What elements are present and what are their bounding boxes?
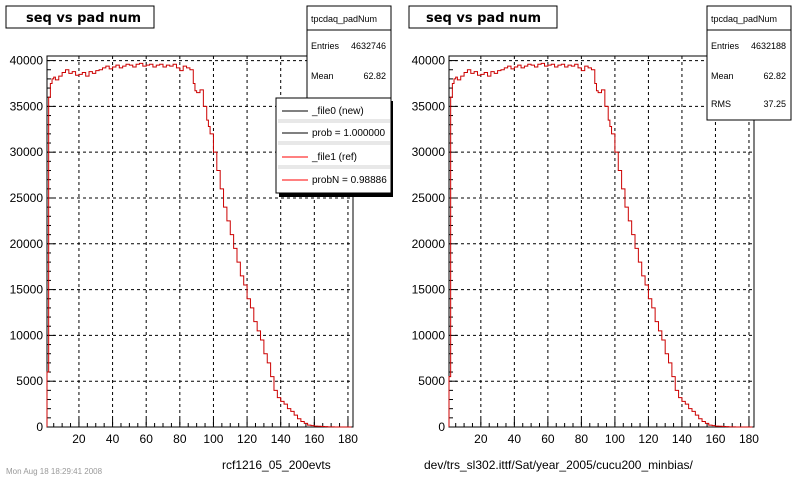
right-panel: seq vs pad num 20 40 60 80 100 120 140 160 180 0 5… <box>408 5 792 472</box>
y-tick-label: 5000 <box>418 374 445 388</box>
legend-label-probn: probN = 0.98886 <box>312 175 387 186</box>
x-tick-label: 180 <box>338 432 358 446</box>
y-tick-label: 15000 <box>10 283 44 297</box>
y-tick-label: 35000 <box>412 99 446 113</box>
x-tick-label: 60 <box>541 432 555 446</box>
y-tick-label: 35000 <box>10 99 44 113</box>
x-tick-label: 120 <box>237 432 257 446</box>
right-plot-frame <box>448 55 755 428</box>
y-tick-label: 40000 <box>412 54 446 68</box>
x-tick-label: 20 <box>72 432 86 446</box>
right-stats-box: tpcdaq_padNum Entries 4632188 Mean 62.82… <box>706 5 792 121</box>
y-tick-label: 10000 <box>10 328 44 342</box>
legend-label-new: _file0 (new) <box>311 106 364 117</box>
right-stats-entries-label: Entries <box>711 41 740 51</box>
y-tick-label: 30000 <box>412 145 446 159</box>
y-tick-label: 20000 <box>10 237 44 251</box>
right-stats-entries-value: 4632188 <box>751 41 786 51</box>
x-tick-label: 160 <box>705 432 725 446</box>
left-plot-frame <box>46 55 354 428</box>
x-tick-label: 140 <box>672 432 692 446</box>
y-tick-label: 5000 <box>16 374 43 388</box>
left-axis-ticks: 20 40 60 80 100 120 140 160 180 0 5000 10000 15000 20… <box>10 54 359 446</box>
x-tick-label: 80 <box>575 432 589 446</box>
x-tick-label: 180 <box>739 432 759 446</box>
left-stats-mean-label: Mean <box>311 71 334 81</box>
x-tick-label: 40 <box>106 432 120 446</box>
y-tick-label: 0 <box>36 420 43 434</box>
histogram-series-line <box>448 62 753 428</box>
y-tick-label: 10000 <box>412 328 446 342</box>
left-title: seq vs pad num <box>26 11 141 26</box>
histogram-series-line <box>46 62 352 428</box>
timestamp-text: Mon Aug 18 18:29:41 2008 <box>6 467 103 476</box>
y-tick-label: 40000 <box>10 54 44 68</box>
legend-label-prob: prob = 1.000000 <box>312 128 386 139</box>
x-tick-label: 100 <box>203 432 223 446</box>
x-tick-label: 20 <box>474 432 488 446</box>
left-stats-box: tpcdaq_padNum Entries 4632746 Mean 62.82 <box>306 5 392 100</box>
right-stats-mean-label: Mean <box>711 71 734 81</box>
left-series <box>46 62 352 428</box>
right-stats-rms-label: RMS <box>711 99 731 109</box>
left-stats-entries-value: 4632746 <box>351 41 386 51</box>
left-stats-name: tpcdaq_padNum <box>311 14 377 24</box>
right-title-box <box>408 5 558 29</box>
y-tick-label: 20000 <box>412 237 446 251</box>
x-tick-label: 40 <box>508 432 522 446</box>
x-tick-label: 120 <box>638 432 658 446</box>
left-legend: _file0 (new) prob = 1.000000 _file1 (ref… <box>275 97 393 197</box>
right-stats-mean-value: 62.82 <box>763 71 786 81</box>
y-tick-label: 15000 <box>412 283 446 297</box>
x-tick-label: 140 <box>271 432 291 446</box>
x-tick-label: 100 <box>605 432 625 446</box>
y-tick-label: 25000 <box>10 191 44 205</box>
right-stats-rms-value: 37.25 <box>763 99 786 109</box>
right-footer: dev/trs_sl302.ittf/Sat/year_2005/cucu200… <box>424 458 693 472</box>
left-stats-entries-label: Entries <box>311 41 340 51</box>
right-stats-name: tpcdaq_padNum <box>711 14 777 24</box>
y-tick-label: 0 <box>438 420 445 434</box>
right-title: seq vs pad num <box>426 11 541 26</box>
left-title-box <box>5 5 155 29</box>
x-tick-label: 80 <box>173 432 187 446</box>
x-tick-label: 160 <box>304 432 324 446</box>
y-tick-label: 30000 <box>10 145 44 159</box>
left-panel: seq vs pad num 20 40 60 80 100 120 140 160 180 0 5… <box>5 5 393 472</box>
y-tick-label: 25000 <box>412 191 446 205</box>
legend-label-ref: _file1 (ref) <box>311 152 357 163</box>
left-footer: rcf1216_05_200evts <box>222 458 331 472</box>
x-tick-label: 60 <box>140 432 154 446</box>
right-series <box>448 62 753 428</box>
left-stats-mean-value: 62.82 <box>363 71 386 81</box>
left-grid <box>47 56 353 427</box>
